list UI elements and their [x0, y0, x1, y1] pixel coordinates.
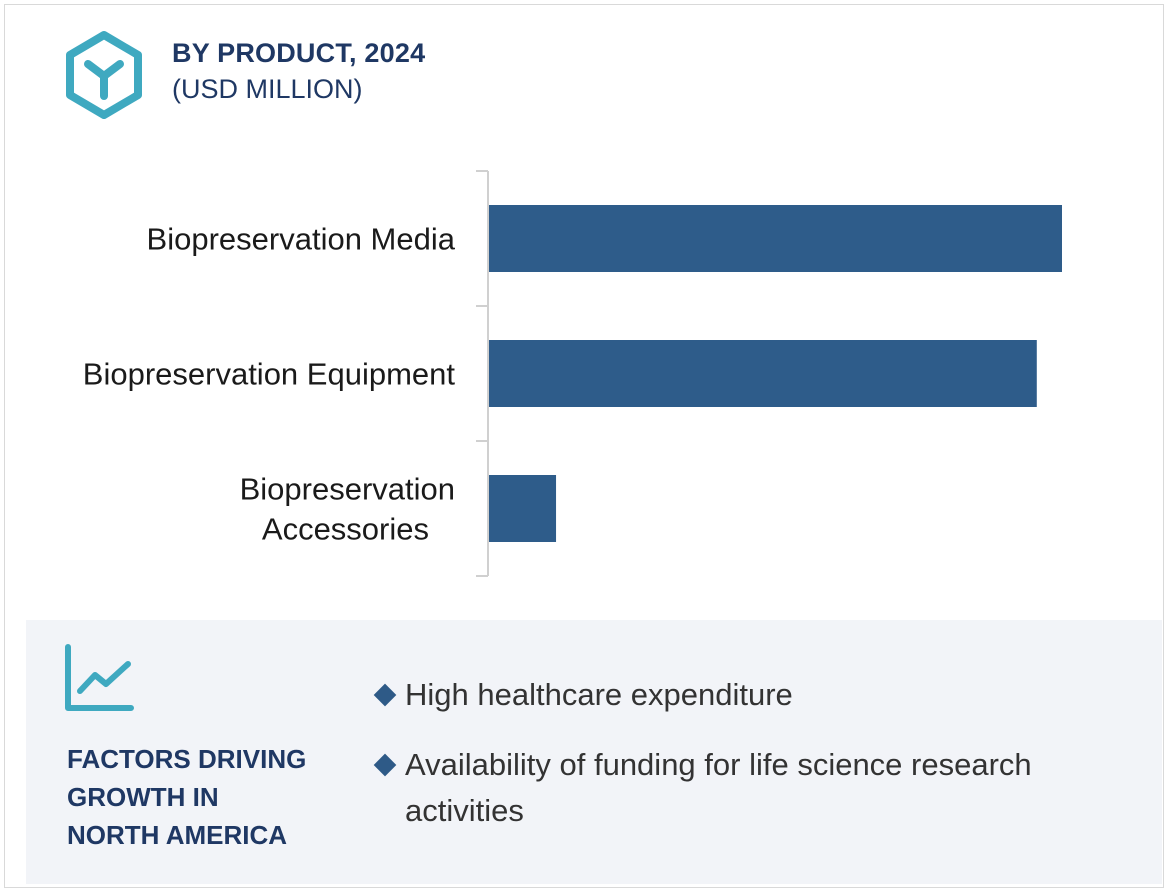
- category-label: Biopreservation Equipment: [83, 357, 456, 392]
- factor-item: High healthcare expenditure: [372, 672, 1132, 718]
- factor-text: High healthcare expenditure: [405, 677, 793, 712]
- chart-subtitle: (USD MILLION): [172, 74, 363, 104]
- factors-panel: [26, 620, 1162, 884]
- factor-text: Availability of funding for life science…: [405, 747, 1032, 782]
- bar: [489, 340, 1037, 407]
- category-label: Biopreservation: [240, 472, 455, 507]
- factor-text: activities: [405, 793, 524, 828]
- factors-title-line: NORTH AMERICA: [67, 820, 288, 850]
- factors-title-line: GROWTH IN: [67, 782, 219, 812]
- category-label: Biopreservation Media: [147, 222, 456, 257]
- hexagon-y-icon: [66, 31, 142, 119]
- factor-item: Availability of funding for life science…: [372, 742, 1132, 834]
- bar: [489, 475, 557, 542]
- category-label: Accessories: [262, 512, 429, 547]
- line-chart-icon: [65, 644, 134, 711]
- bar: [489, 205, 1062, 272]
- factors-title-line: FACTORS DRIVING: [67, 744, 307, 774]
- factors-title: FACTORS DRIVING GROWTH IN NORTH AMERICA: [67, 740, 367, 854]
- chart-title: BY PRODUCT, 2024: [172, 38, 426, 68]
- bar-chart: Biopreservation Media Biopreservation Equ…: [83, 170, 1062, 577]
